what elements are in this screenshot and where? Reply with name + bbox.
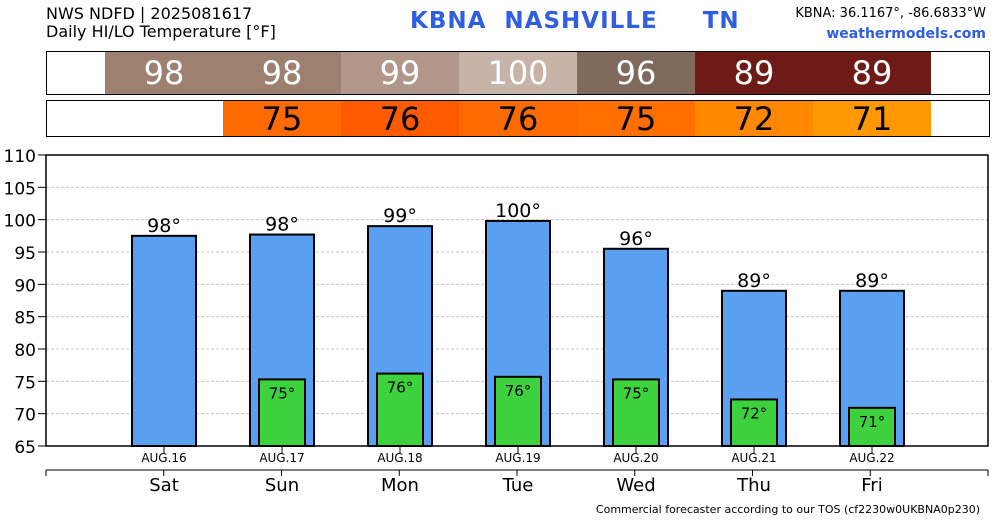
temperature-chart: 65 70 75 80 85 90 95 100 105 110 98° AUG.16 Sat 98° 75…: [4, 147, 989, 496]
date-label-aug-17: AUG.17: [259, 451, 304, 465]
day-label-aug-22: Fri: [861, 475, 882, 496]
day-label-aug-16: Sat: [149, 475, 179, 496]
y-tick-label-75: 75: [14, 373, 36, 393]
low-label-aug-18: 76°: [387, 379, 414, 397]
date-label-aug-20: AUG.20: [613, 451, 658, 465]
station-id: KBNA: [410, 8, 487, 34]
y-tick-label-80: 80: [14, 341, 36, 361]
high-label-aug-20: 96°: [619, 228, 653, 250]
low-strip-cell-aug-22: 71: [813, 100, 931, 138]
high-bar-aug-16: [131, 234, 197, 448]
low-label-aug-19: 76°: [505, 382, 532, 400]
header-right: KBNA: 36.1167°, -86.6833°W weathermodels…: [795, 5, 986, 43]
day-label-aug-19: Tue: [502, 475, 534, 496]
high-label-aug-16: 98°: [147, 215, 181, 237]
high-temperature-strip: 98 98 99 100 96 89 89: [46, 51, 990, 95]
y-tick-label-85: 85: [14, 309, 36, 329]
low-temperature-strip: 75 76 76 75 72 71: [46, 100, 990, 138]
station-name: NASHVILLE: [504, 8, 658, 34]
date-label-aug-16: AUG.16: [141, 451, 186, 465]
date-label-aug-21: AUG.21: [731, 451, 776, 465]
station-coords: KBNA: 36.1167°, -86.6833°W: [795, 6, 986, 21]
high-strip-cell-aug-17: 98: [223, 52, 341, 94]
header-left: NWS NDFD | 2025081617 Daily HI/LO Temper…: [46, 5, 276, 41]
high-strip-cell-aug-21: 89: [695, 52, 813, 94]
low-strip-cell-aug-20: 75: [577, 100, 695, 138]
y-tick-label-95: 95: [14, 244, 36, 264]
footer-note: Commercial forecaster according to our T…: [595, 503, 980, 516]
low-label-aug-20: 75°: [623, 384, 650, 402]
day-label-aug-18: Mon: [381, 475, 419, 496]
station-state: TN: [702, 8, 740, 34]
low-label-aug-22: 71°: [859, 413, 886, 431]
y-tick-label-90: 90: [14, 276, 36, 296]
low-bar-aug-18: [376, 372, 424, 447]
y-tick-label-105: 105: [4, 179, 36, 199]
day-label-aug-21: Thu: [736, 475, 771, 496]
low-bar-aug-20: [612, 378, 660, 447]
y-tick-label-100: 100: [4, 212, 36, 232]
day-label-aug-17: Sun: [265, 475, 299, 496]
high-label-aug-19: 100°: [495, 200, 541, 222]
site-link[interactable]: weathermodels.com: [826, 26, 986, 42]
y-tick-label-65: 65: [14, 438, 36, 458]
date-label-aug-19: AUG.19: [495, 451, 540, 465]
high-strip-cell-aug-19: 100: [459, 52, 577, 94]
station-title: KBNA NASHVILLE TN: [410, 8, 740, 34]
high-label-aug-21: 89°: [737, 270, 771, 292]
y-tick-label-110: 110: [4, 147, 36, 167]
low-bar-aug-19: [494, 375, 542, 448]
date-label-aug-18: AUG.18: [377, 451, 422, 465]
high-label-aug-18: 99°: [383, 205, 417, 227]
high-label-aug-17: 98°: [265, 214, 299, 236]
y-tick-label-70: 70: [14, 406, 36, 426]
day-label-aug-20: Wed: [616, 475, 655, 496]
low-label-aug-17: 75°: [269, 384, 296, 402]
high-strip-cell-aug-18: 99: [341, 52, 459, 94]
product-title: NWS NDFD | 2025081617: [46, 4, 253, 23]
low-strip-cell-aug-17: 75: [223, 100, 341, 138]
low-strip-cell-aug-18: 76: [341, 100, 459, 138]
product-subtitle: Daily HI/LO Temperature [°F]: [46, 22, 276, 41]
high-label-aug-22: 89°: [855, 270, 889, 292]
low-bar-aug-21: [730, 398, 778, 448]
low-label-aug-21: 72°: [741, 404, 768, 422]
high-strip-cell-aug-22: 89: [813, 52, 931, 94]
low-strip-cell-aug-19: 76: [459, 100, 577, 138]
high-strip-cell-aug-16: 98: [105, 52, 223, 94]
date-label-aug-22: AUG.22: [849, 451, 894, 465]
high-strip-cell-aug-20: 96: [577, 52, 695, 94]
low-strip-cell-aug-21: 72: [695, 100, 813, 138]
